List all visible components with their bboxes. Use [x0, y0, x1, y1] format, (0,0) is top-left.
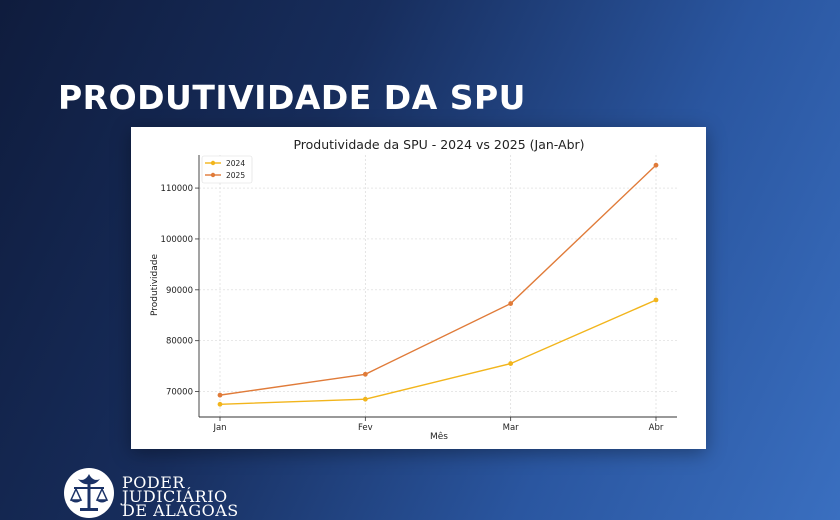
data-point-2025-Fev: [362, 371, 368, 377]
chart-title: Produtividade da SPU - 2024 vs 2025 (Jan…: [293, 137, 584, 152]
page-headline: PRODUTIVIDADE DA SPU: [58, 78, 526, 117]
line-chart: Produtividade da SPU - 2024 vs 2025 (Jan…: [150, 137, 677, 442]
legend-label: 2024: [226, 159, 245, 168]
data-point-2024-Mar: [508, 361, 514, 366]
x-tick-label: Abr: [649, 423, 664, 433]
y-tick-label: 90000: [166, 286, 193, 296]
data-point-2025-Mar: [508, 301, 514, 306]
org-name-line3: DE ALAGOAS: [122, 501, 239, 520]
x-tick-label: Fev: [358, 423, 373, 433]
x-axis-label: Mês: [430, 431, 448, 442]
org-name: PODER JUDICIÁRIO DE ALAGOAS: [122, 473, 239, 520]
data-point-2024-Jan: [217, 401, 223, 407]
y-tick-label: 110000: [161, 184, 193, 194]
y-tick-label: 70000: [166, 388, 193, 398]
org-name-line2: JUDICIÁRIO: [122, 487, 228, 506]
legend-label: 2025: [226, 171, 245, 180]
series-line-2025: [219, 164, 657, 396]
org-name-line1: PODER: [122, 473, 185, 492]
legend-swatch-marker: [210, 160, 216, 166]
x-tick-label: Jan: [212, 423, 226, 433]
chart-card: Produtividade da SPU - 2024 vs 2025 (Jan…: [131, 127, 706, 449]
series-line-2024: [219, 299, 657, 405]
data-point-2025-Jan: [217, 392, 223, 398]
data-point-2024-Abr: [653, 297, 659, 303]
x-tick-label: Mar: [503, 423, 520, 433]
data-point-2025-Abr: [653, 162, 659, 168]
y-tick-label: 80000: [166, 337, 193, 347]
data-point-2024-Fev: [362, 396, 368, 402]
y-axis-label: Produtividade: [150, 254, 160, 316]
judiciary-logo: PODER JUDICIÁRIO DE ALAGOAS: [62, 462, 322, 520]
y-tick-label: 100000: [161, 235, 193, 245]
scales-of-justice-icon: [64, 468, 114, 518]
legend-swatch-marker: [210, 172, 216, 178]
